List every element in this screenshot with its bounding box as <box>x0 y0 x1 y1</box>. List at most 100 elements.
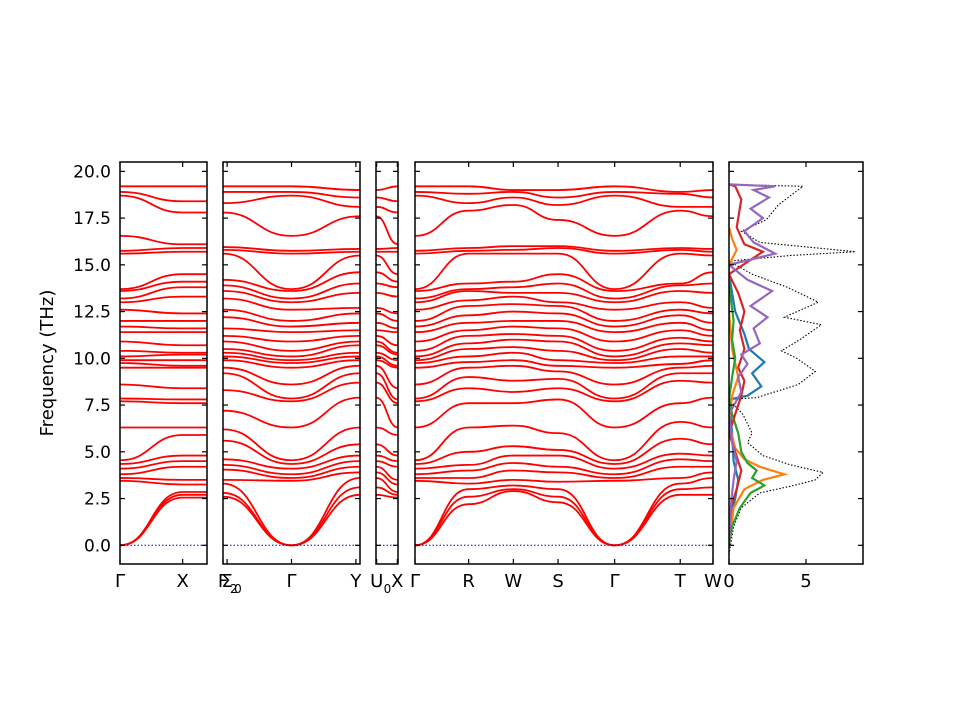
phonon-band <box>120 340 207 347</box>
phonon-band <box>415 477 713 547</box>
x-tick-label: Γ <box>610 571 620 592</box>
phonon-band <box>223 426 360 462</box>
phonon-band <box>415 271 713 292</box>
phonon-band <box>415 396 713 429</box>
phonon-band <box>376 340 398 354</box>
phonon-band <box>415 372 713 400</box>
phonon-band <box>120 273 207 291</box>
phonon-band <box>415 490 713 547</box>
phonon-band <box>376 477 398 493</box>
phonon-band <box>223 327 360 334</box>
phonon-band <box>223 486 360 547</box>
phonon-band <box>120 496 207 547</box>
phonon-band <box>376 205 398 214</box>
phonon-band <box>120 477 207 481</box>
phonon-band <box>120 295 207 304</box>
phonon-band <box>376 471 398 486</box>
phonon-band <box>376 381 398 405</box>
phonon-band <box>376 215 398 246</box>
phonon-band <box>415 346 713 362</box>
phonon-band <box>376 372 398 401</box>
phonon-band <box>223 355 360 364</box>
phonon-band <box>223 316 360 328</box>
phonon-band <box>415 194 713 208</box>
phonon-band <box>120 353 207 358</box>
dos-series-6 <box>729 183 779 546</box>
phonon-band <box>415 351 713 364</box>
phonon-band <box>223 248 360 255</box>
phonon-band <box>120 325 207 330</box>
phonon-band <box>376 254 398 276</box>
phonon-band <box>415 359 713 369</box>
phonon-band <box>415 338 713 358</box>
panel-frame-2 <box>222 161 361 565</box>
phonon-band <box>415 486 713 547</box>
plot-root: 0.02.55.07.510.012.515.017.520.0Γ X F 2Σ 0 Γ Y… <box>73 161 864 596</box>
phonon-band <box>415 185 713 193</box>
y-tick-label: 10.0 <box>73 349 111 369</box>
phonon-band <box>223 396 360 429</box>
phonon-band <box>223 282 360 300</box>
phonon-band <box>223 351 360 362</box>
phonon-band <box>415 295 713 311</box>
phonon-band <box>223 454 360 470</box>
dos-curves <box>729 183 856 555</box>
phonon-band <box>376 282 398 289</box>
phonon-band <box>376 344 398 356</box>
x-tick-label: W <box>704 571 722 592</box>
x-tick-label: U <box>370 571 383 592</box>
panel-frame-5 <box>728 161 864 565</box>
phonon-band <box>376 329 398 334</box>
phonon-band <box>223 211 360 237</box>
phonon-band <box>120 397 207 401</box>
phonon-band <box>376 454 398 463</box>
phonon-band <box>223 191 360 199</box>
phonon-band <box>120 400 207 405</box>
phonon-band <box>120 286 207 300</box>
phonon-band <box>120 247 207 252</box>
phonon-band <box>376 493 398 499</box>
phonon-band <box>376 426 398 436</box>
phonon-band <box>223 359 360 369</box>
x-tick-label: Γ <box>115 571 125 592</box>
phonon-band <box>223 465 360 479</box>
phonon-band <box>376 312 398 322</box>
phonon-band <box>223 290 360 304</box>
phonon-band <box>120 280 207 292</box>
phonon-band <box>415 458 713 476</box>
phonon-band <box>415 252 713 291</box>
phonon-band <box>120 250 207 255</box>
y-tick-label: 20.0 <box>73 162 111 182</box>
phonon-band <box>415 282 713 300</box>
phonon-band <box>415 191 713 199</box>
dos-series-5 <box>729 183 766 546</box>
phonon-band <box>120 234 207 246</box>
x-tick-label: W <box>504 571 522 592</box>
phonon-band <box>415 333 713 352</box>
phonon-band <box>415 379 713 403</box>
dos-series-4 <box>729 283 767 546</box>
phonon-bands-panel-2 <box>223 185 360 547</box>
phonon-band <box>415 465 713 479</box>
phonon-band <box>223 471 360 482</box>
dos-series-1 <box>729 183 856 555</box>
phonon-band <box>376 465 398 481</box>
phonon-band <box>415 420 713 462</box>
phonon-band <box>120 493 207 547</box>
panel-frame-1 <box>119 161 208 565</box>
phonon-band <box>376 359 398 369</box>
phonon-band <box>223 364 360 386</box>
x-tick-label: Γ <box>410 571 420 592</box>
phonon-band <box>223 381 360 403</box>
phonon-band <box>415 471 713 485</box>
phonon-band <box>120 434 207 462</box>
phonon-band <box>120 191 207 203</box>
phonon-band <box>376 185 398 191</box>
x-tick-label: Y <box>349 571 362 592</box>
phonon-band <box>120 308 207 315</box>
phonon-band <box>223 185 360 191</box>
y-tick-label: 12.5 <box>73 303 111 323</box>
phonon-band <box>415 247 713 255</box>
phonon-band <box>223 477 360 547</box>
phonon-band <box>223 344 360 358</box>
